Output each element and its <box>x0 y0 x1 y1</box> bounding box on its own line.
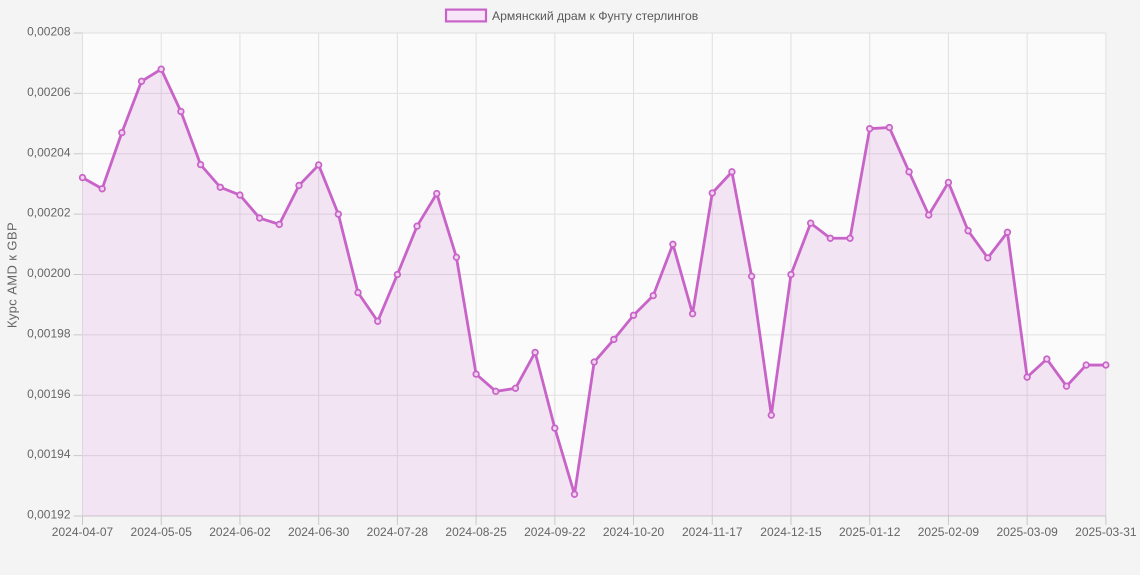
svg-text:Курс AMD к GBP: Курс AMD к GBP <box>5 222 20 328</box>
svg-text:Армянский драм к Фунту стерлин: Армянский драм к Фунту стерлингов <box>492 9 698 23</box>
svg-text:2024-06-02: 2024-06-02 <box>209 525 271 539</box>
svg-text:0,00204: 0,00204 <box>27 145 71 159</box>
svg-text:2025-01-12: 2025-01-12 <box>839 525 901 539</box>
svg-text:0,00202: 0,00202 <box>27 206 71 220</box>
svg-text:2024-10-20: 2024-10-20 <box>603 525 665 539</box>
svg-text:0,00206: 0,00206 <box>27 85 71 99</box>
svg-text:2024-07-28: 2024-07-28 <box>367 525 429 539</box>
svg-text:2025-02-09: 2025-02-09 <box>918 525 980 539</box>
svg-text:2024-08-25: 2024-08-25 <box>445 525 507 539</box>
svg-text:2024-09-22: 2024-09-22 <box>524 525 586 539</box>
svg-text:0,00192: 0,00192 <box>27 508 71 522</box>
svg-text:0,00196: 0,00196 <box>27 387 71 401</box>
svg-text:2024-06-30: 2024-06-30 <box>288 525 350 539</box>
svg-text:2025-03-31: 2025-03-31 <box>1075 525 1137 539</box>
svg-text:0,00194: 0,00194 <box>27 447 71 461</box>
svg-text:2024-05-05: 2024-05-05 <box>131 525 193 539</box>
svg-text:2025-03-09: 2025-03-09 <box>996 525 1058 539</box>
svg-text:2024-11-17: 2024-11-17 <box>682 525 743 539</box>
svg-text:0,00208: 0,00208 <box>27 25 71 39</box>
svg-text:2024-12-15: 2024-12-15 <box>760 525 822 539</box>
svg-text:0,00200: 0,00200 <box>27 266 71 280</box>
svg-text:0,00198: 0,00198 <box>27 326 71 340</box>
svg-text:2024-04-07: 2024-04-07 <box>52 525 114 539</box>
